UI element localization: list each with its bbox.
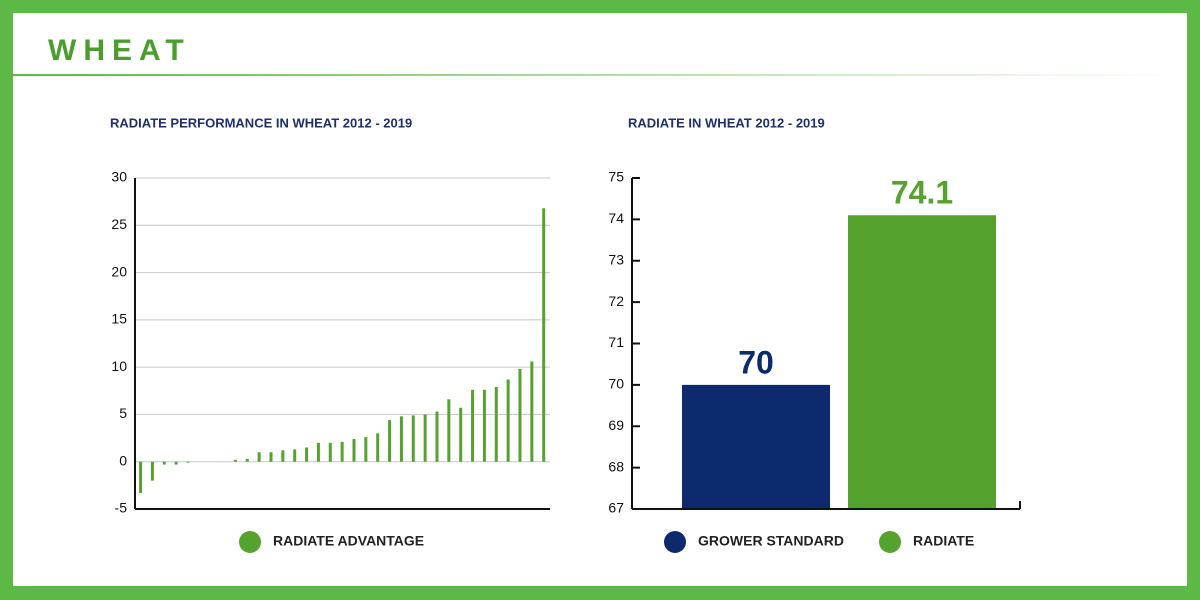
bar	[848, 215, 996, 510]
bar	[328, 442, 332, 462]
legend-label: RADIATE ADVANTAGE	[273, 533, 424, 549]
bar	[399, 416, 403, 462]
y-tick-label: 71	[608, 334, 624, 350]
bar	[388, 420, 392, 462]
bar	[174, 461, 178, 465]
bar	[518, 369, 522, 462]
bar	[186, 461, 190, 463]
legend-label: GROWER STANDARD	[698, 533, 844, 549]
y-tick-label: 20	[111, 263, 127, 279]
y-tick-label: -5	[115, 500, 128, 516]
y-tick-label: 74	[608, 210, 624, 226]
y-tick-label: 10	[111, 358, 127, 374]
y-tick-label: 67	[608, 500, 624, 516]
bar	[139, 461, 143, 493]
chart-title: RADIATE IN WHEAT 2012 - 2019	[628, 115, 825, 130]
y-tick-label: 25	[111, 216, 127, 232]
bar	[281, 450, 285, 462]
legend-marker	[879, 531, 901, 553]
bar	[447, 399, 451, 462]
y-tick-label: 69	[608, 417, 624, 433]
legend-marker	[239, 531, 261, 553]
bar	[305, 447, 309, 462]
bar	[482, 389, 486, 462]
y-tick-label: 0	[119, 452, 127, 468]
bar	[423, 414, 427, 462]
bar	[376, 433, 380, 462]
bar	[411, 415, 415, 462]
y-tick-label: 68	[608, 458, 624, 474]
bar	[530, 361, 534, 462]
bar	[435, 411, 439, 462]
bar	[162, 461, 166, 465]
y-tick-label: 70	[608, 376, 624, 392]
value-label: 74.1	[891, 175, 953, 211]
bar	[682, 384, 830, 509]
title-rule	[13, 74, 1173, 76]
bar	[494, 387, 498, 462]
legend-marker	[664, 531, 686, 553]
bar	[364, 437, 368, 462]
bar	[150, 461, 154, 481]
y-tick-label: 30	[111, 169, 127, 185]
bar	[316, 442, 320, 462]
bar	[506, 379, 510, 462]
legend-label: RADIATE	[913, 533, 974, 549]
y-tick-label: 73	[608, 251, 624, 267]
bar	[340, 441, 344, 462]
y-tick-label: 75	[608, 169, 624, 185]
bar	[542, 208, 546, 462]
y-tick-label: 15	[111, 311, 127, 327]
bar	[233, 459, 237, 462]
bar	[471, 389, 475, 462]
bar	[245, 458, 249, 462]
y-tick-label: 72	[608, 293, 624, 309]
bar	[352, 439, 356, 462]
bar	[269, 452, 273, 462]
chart-title: RADIATE PERFORMANCE IN WHEAT 2012 - 2019	[110, 115, 412, 130]
bar	[257, 452, 261, 462]
y-tick-label: 5	[119, 405, 127, 421]
bar	[293, 449, 297, 462]
bar	[459, 407, 463, 462]
panel	[13, 13, 1187, 586]
value-label: 70	[738, 344, 774, 380]
page-title: WHEAT	[48, 34, 191, 67]
